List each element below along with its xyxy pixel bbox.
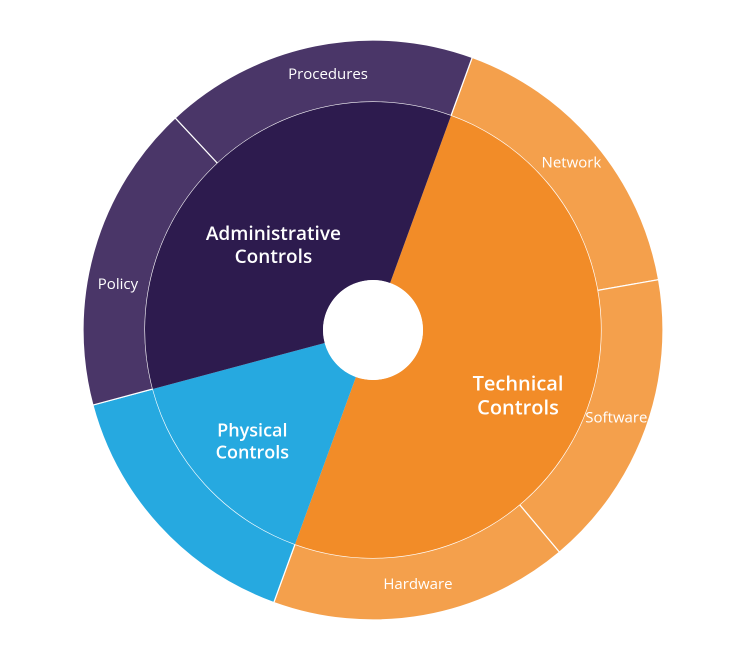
label-physical: PhysicalControls xyxy=(216,418,290,464)
label-technical: TechnicalControls xyxy=(473,370,564,421)
label-policy: Policy xyxy=(98,274,139,294)
sunburst-svg: TechnicalControlsPhysicalControlsAdminis… xyxy=(0,0,747,660)
center-hole xyxy=(323,280,423,380)
label-software: Software xyxy=(585,408,647,428)
label-network: Network xyxy=(542,153,602,173)
label-procedures: Procedures xyxy=(288,64,368,84)
label-hardware: Hardware xyxy=(383,574,452,594)
security-controls-sunburst: TechnicalControlsPhysicalControlsAdminis… xyxy=(0,0,747,660)
